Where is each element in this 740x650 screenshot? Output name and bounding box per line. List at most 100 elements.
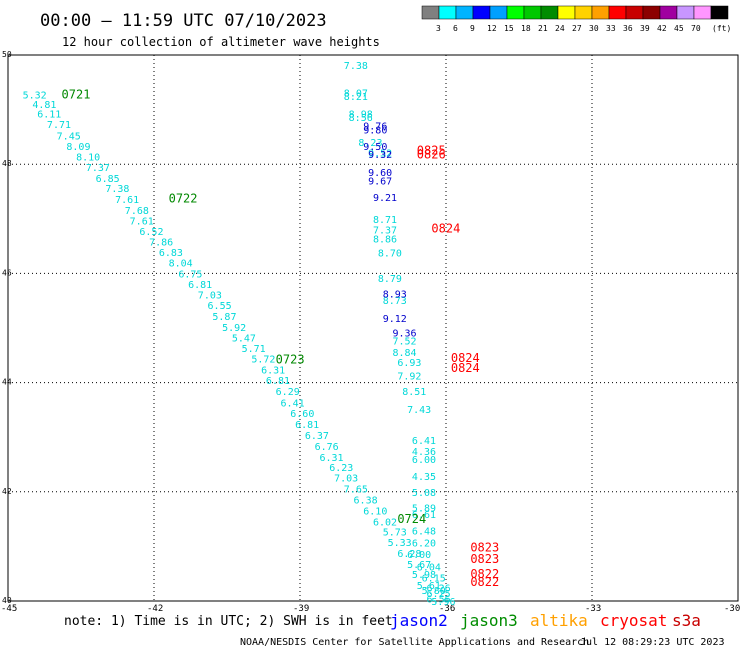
swh-value: 8.09 <box>66 142 90 153</box>
swh-value: 5.98 <box>412 570 436 581</box>
colorbar-tick-label: 39 <box>640 24 650 33</box>
swh-value: 6.15 <box>422 574 446 585</box>
swh-value: 5.33 <box>388 538 412 549</box>
satellite-legend: jason2 jason3 altika cryosat s3a <box>390 611 701 630</box>
y-tick-label: 46 <box>2 268 12 277</box>
swh-value: 6.61 <box>412 510 436 521</box>
swh-value: 8.56 <box>349 113 373 124</box>
colorbar-swatch <box>557 5 576 20</box>
pass-label: 0721 <box>62 87 91 101</box>
colorbar-swatch <box>438 5 457 20</box>
swh-value: 7.37 <box>86 163 110 174</box>
swh-value: 7.43 <box>407 405 431 416</box>
swh-value: 5.08 <box>412 488 436 499</box>
colorbar-tick-label: 6 <box>453 24 458 33</box>
swh-value: 9.67 <box>368 177 392 188</box>
swh-value: 7.03 <box>334 474 358 485</box>
swh-value: 8.86 <box>373 234 397 245</box>
swh-value: 8.23 <box>358 138 382 149</box>
colorbar-tick-label: 12 <box>487 24 497 33</box>
swh-value: 6.37 <box>305 431 329 442</box>
swh-value: 6.00 <box>412 455 436 466</box>
colorbar-unit: (ft) <box>712 24 731 33</box>
swh-value: 8.98 <box>349 109 373 120</box>
swh-value: 6.81 <box>295 420 319 431</box>
colorbar-swatch <box>676 5 695 20</box>
swh-value: 6.31 <box>261 365 285 376</box>
swh-value: 9.52 <box>368 149 392 160</box>
legend-altika: altika <box>530 611 588 630</box>
pass-label: 0824 <box>451 361 480 375</box>
colorbar-swatch <box>506 5 525 20</box>
swh-value: 6.29 <box>276 387 300 398</box>
swh-value: 8.04 <box>169 258 193 269</box>
swh-value: 7.61 <box>130 216 154 227</box>
colorbar-swatch <box>659 5 678 20</box>
swh-value: 7.52 <box>392 337 416 348</box>
swh-value: 9.80 <box>363 125 387 136</box>
footer-timestamp: Jul 12 08:29:23 UTC 2023 <box>580 637 725 648</box>
swh-value: 6.28 <box>397 549 421 560</box>
colorbar-tick-label: 45 <box>674 24 684 33</box>
swh-value: 8.70 <box>378 249 402 260</box>
swh-value: 4.35 <box>412 472 436 483</box>
swh-value: 7.38 <box>344 61 368 72</box>
swh-value: 8.84 <box>392 348 416 359</box>
pass-label: 0824 <box>451 351 480 365</box>
colorbar-tick-label: 24 <box>555 24 565 33</box>
data-points: 5.324.816.117.717.458.098.107.376.857.38… <box>23 61 500 608</box>
pass-label: 0822 <box>470 567 499 581</box>
swh-value: 6.83 <box>159 248 183 259</box>
swh-value: 6.52 <box>139 227 163 238</box>
x-tick-label: -39 <box>293 604 309 614</box>
swh-value: 6.31 <box>319 453 343 464</box>
colorbar-tick-label: 42 <box>657 24 667 33</box>
colorbar-tick-label: 15 <box>504 24 514 33</box>
swh-value: 9.12 <box>383 314 407 325</box>
swh-value: 9.36 <box>392 328 416 339</box>
swh-value: 5.32 <box>23 90 47 101</box>
pass-label: 0722 <box>169 192 198 206</box>
swh-value: 9.50 <box>363 142 387 153</box>
swh-value: 8.21 <box>344 92 368 103</box>
swh-value: 5.67 <box>407 560 431 571</box>
colorbar-swatch <box>421 5 440 20</box>
swh-value: 6.26 <box>427 583 451 594</box>
swh-value: 9.21 <box>373 193 397 204</box>
swh-value: 6.56 <box>427 594 451 605</box>
swh-value: 8.51 <box>402 387 426 398</box>
pass-label: 0724 <box>397 512 426 526</box>
x-tick-label: -45 <box>1 604 17 614</box>
y-tick-label: 48 <box>2 159 12 168</box>
y-tick-label: 44 <box>2 378 12 387</box>
swh-value: 7.71 <box>47 120 71 131</box>
colorbar-tick-label: 27 <box>572 24 582 33</box>
x-tick-labels: -45 -42 -39 -36 -33 -30 <box>1 604 740 614</box>
swh-value: 8.79 <box>378 274 402 285</box>
chart-title: 00:00 – 11:59 UTC 07/10/2023 <box>40 11 327 31</box>
note-text: note: 1) Time is in UTC; 2) SWH is in fe… <box>64 614 393 629</box>
colorbar-tick-label: 9 <box>470 24 475 33</box>
legend-jason3: jason3 <box>460 611 518 630</box>
swh-value: 6.04 <box>417 563 441 574</box>
swh-value: 7.38 <box>105 184 129 195</box>
pass-label: 0822 <box>470 575 499 589</box>
colorbar-tick-label: 18 <box>521 24 531 33</box>
swh-value: 7.03 <box>198 291 222 302</box>
pass-label: 0826 <box>417 147 446 161</box>
x-tick-label: -30 <box>724 604 740 614</box>
legend-s3a: s3a <box>672 611 701 630</box>
swh-value: 5.72 <box>251 355 275 366</box>
colorbar-swatch <box>574 5 593 20</box>
legend-cryosat: cryosat <box>600 611 667 630</box>
swh-value: 9.32 <box>368 150 392 161</box>
swh-value: 6.38 <box>354 495 378 506</box>
swh-value: 7.45 <box>57 131 81 142</box>
swh-value: 8.07 <box>344 89 368 100</box>
gridlines <box>8 55 738 601</box>
pass-label: 0824 <box>431 222 460 236</box>
swh-value: 7.86 <box>149 238 173 249</box>
pass-label: 0825 <box>417 144 446 158</box>
swh-value: 6.81 <box>266 376 290 387</box>
